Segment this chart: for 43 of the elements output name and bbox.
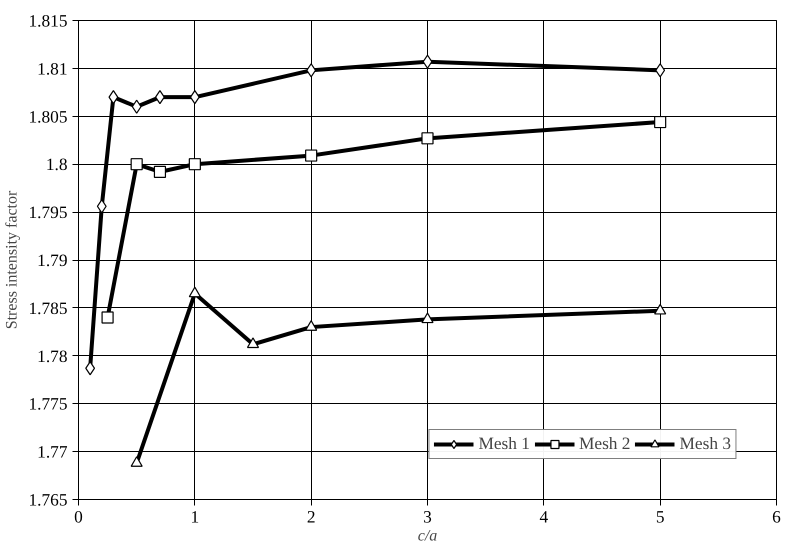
point [305,149,318,162]
y-tick-label: 1.78 [37,346,68,366]
point [246,337,260,348]
y-tick-label: 1.775 [28,394,68,414]
point [154,166,166,178]
x-tick-label: 0 [74,508,83,526]
point [108,90,118,104]
point [130,158,143,170]
x-tick-label: 3 [423,508,432,526]
point [132,100,142,114]
legend-label: Mesh 2 [578,434,630,454]
point [188,158,201,170]
y-tick-label: 1.79 [37,251,68,270]
y-tick-label: 1.8 [46,155,68,174]
point [305,320,318,331]
y-tick-label: 1.795 [28,203,68,222]
point [654,304,666,315]
y-tick-label: 1.805 [28,107,68,126]
x-tick-label: 4 [540,508,548,526]
point [96,199,107,214]
point [85,361,96,376]
x-tick-label: 1 [190,508,200,526]
y-tick-label: 1.785 [28,298,68,318]
y-tick-label: 1.77 [37,442,68,462]
legend-label: Mesh 1 [478,434,530,454]
x-tick-label: 6 [772,508,782,526]
y-axis-title: Stress intensity factor [4,190,21,330]
x-tick-label: 5 [656,508,665,526]
legend-label: Mesh 3 [679,434,731,454]
x-axis-title: c/a [418,528,438,544]
point [306,63,316,78]
point [101,311,114,324]
y-tick-label: 1.815 [28,12,68,30]
point [654,116,666,128]
point [190,90,200,104]
x-tick-label: 2 [306,508,316,526]
y-tick-label: 1.765 [28,490,68,510]
point [421,312,434,324]
point [421,132,434,144]
point [655,63,666,78]
y-tick-label: 1.81 [37,59,68,78]
point [188,286,201,298]
point [130,456,143,467]
